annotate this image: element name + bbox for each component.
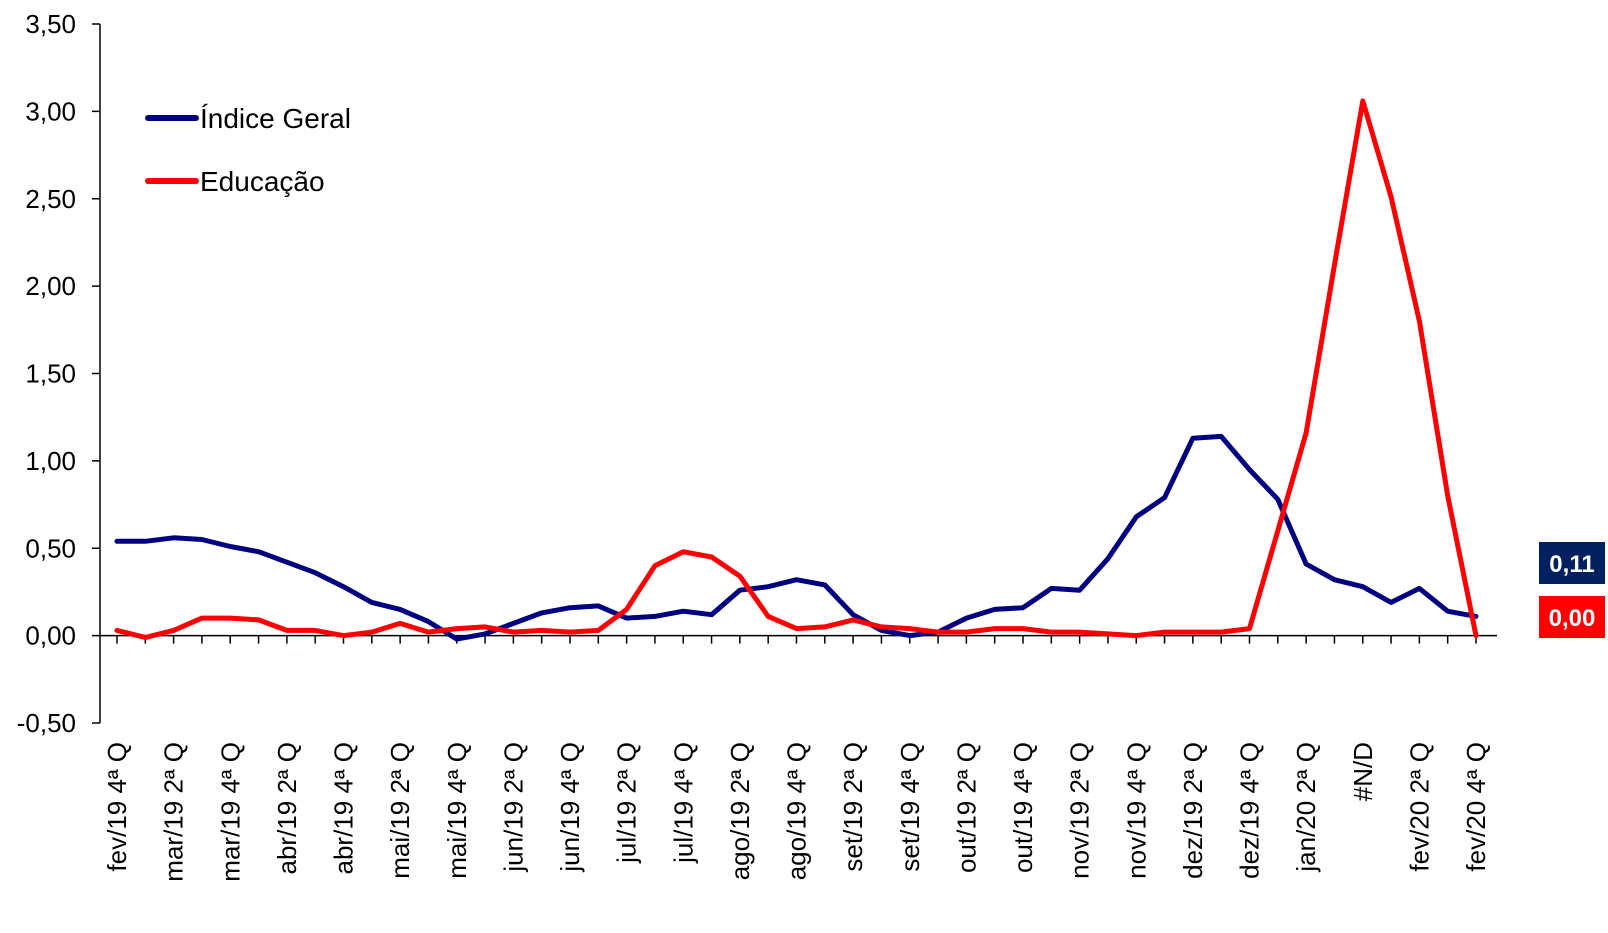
x-tick-label: mar/19 4ª Q xyxy=(215,742,245,882)
y-tick-label: 1,00 xyxy=(25,446,76,476)
y-tick-label: 3,00 xyxy=(25,96,76,126)
x-tick-label: jun/19 4ª Q xyxy=(555,742,585,873)
x-tick-label: out/19 2ª Q xyxy=(951,742,981,873)
y-axis: -0,50 0,00 0,50 1,00 1,50 2,00 2,50 3,00 3,50 xyxy=(17,9,101,738)
x-tick-label: mai/19 2ª Q xyxy=(385,742,415,879)
x-tick-label: out/19 4ª Q xyxy=(1008,742,1038,873)
y-tick-label: 2,00 xyxy=(25,271,76,301)
x-tick-label: set/19 4ª Q xyxy=(895,742,925,872)
series-lines xyxy=(114,98,1479,642)
x-tick-label: fev/20 4ª Q xyxy=(1461,742,1491,872)
x-tick-label: dez/19 4ª Q xyxy=(1235,742,1265,879)
x-tick-label: mai/19 4ª Q xyxy=(442,742,472,879)
x-tick-label: jan/20 2ª Q xyxy=(1291,742,1321,873)
end-label-box-1 xyxy=(1539,542,1605,584)
x-tick-label: dez/19 2ª Q xyxy=(1178,742,1208,879)
y-tick-label: 3,50 xyxy=(25,9,76,39)
x-tick-label: fev/20 2ª Q xyxy=(1404,742,1434,872)
y-tick-label: 2,50 xyxy=(25,184,76,214)
x-tick-label: nov/19 2ª Q xyxy=(1065,742,1095,879)
end-labels: 0,11 0,00 xyxy=(1539,542,1605,638)
series-line-2 xyxy=(114,98,1479,640)
y-tick-label: 0,00 xyxy=(25,621,76,651)
x-tick-label: jun/19 2ª Q xyxy=(498,742,528,873)
legend-label-1: Índice Geral xyxy=(200,103,351,134)
x-tick-label: abr/19 4ª Q xyxy=(329,742,359,874)
y-tick-label: -0,50 xyxy=(17,708,76,738)
end-label-1: 0,11 xyxy=(1549,551,1594,578)
x-tick-label: abr/19 2ª Q xyxy=(272,742,302,874)
legend: Índice Geral Educação xyxy=(145,103,351,197)
x-tick-label: set/19 2ª Q xyxy=(838,742,868,872)
x-tick-label: jul/19 2ª Q xyxy=(612,742,642,864)
legend-label-2: Educação xyxy=(200,166,325,197)
y-tick-label: 1,50 xyxy=(25,359,76,389)
x-tick-label: nov/19 4ª Q xyxy=(1121,742,1151,879)
x-tick-label: ago/19 4ª Q xyxy=(782,742,812,880)
x-tick-label: fev/19 4ª Q xyxy=(102,742,132,872)
x-axis: fev/19 4ª Q mar/19 2ª Q mar/19 4ª Q abr/19 … xyxy=(100,634,1497,882)
end-label-box-2 xyxy=(1539,596,1605,638)
end-label-2: 0,00 xyxy=(1549,605,1596,632)
series-line-1 xyxy=(114,433,1479,642)
x-tick-label: mar/19 2ª Q xyxy=(159,742,189,882)
x-tick-label: #N/D xyxy=(1348,742,1378,801)
x-tick-label: jul/19 4ª Q xyxy=(668,742,698,864)
x-tick-label: ago/19 2ª Q xyxy=(725,742,755,880)
y-tick-label: 0,50 xyxy=(25,533,76,563)
